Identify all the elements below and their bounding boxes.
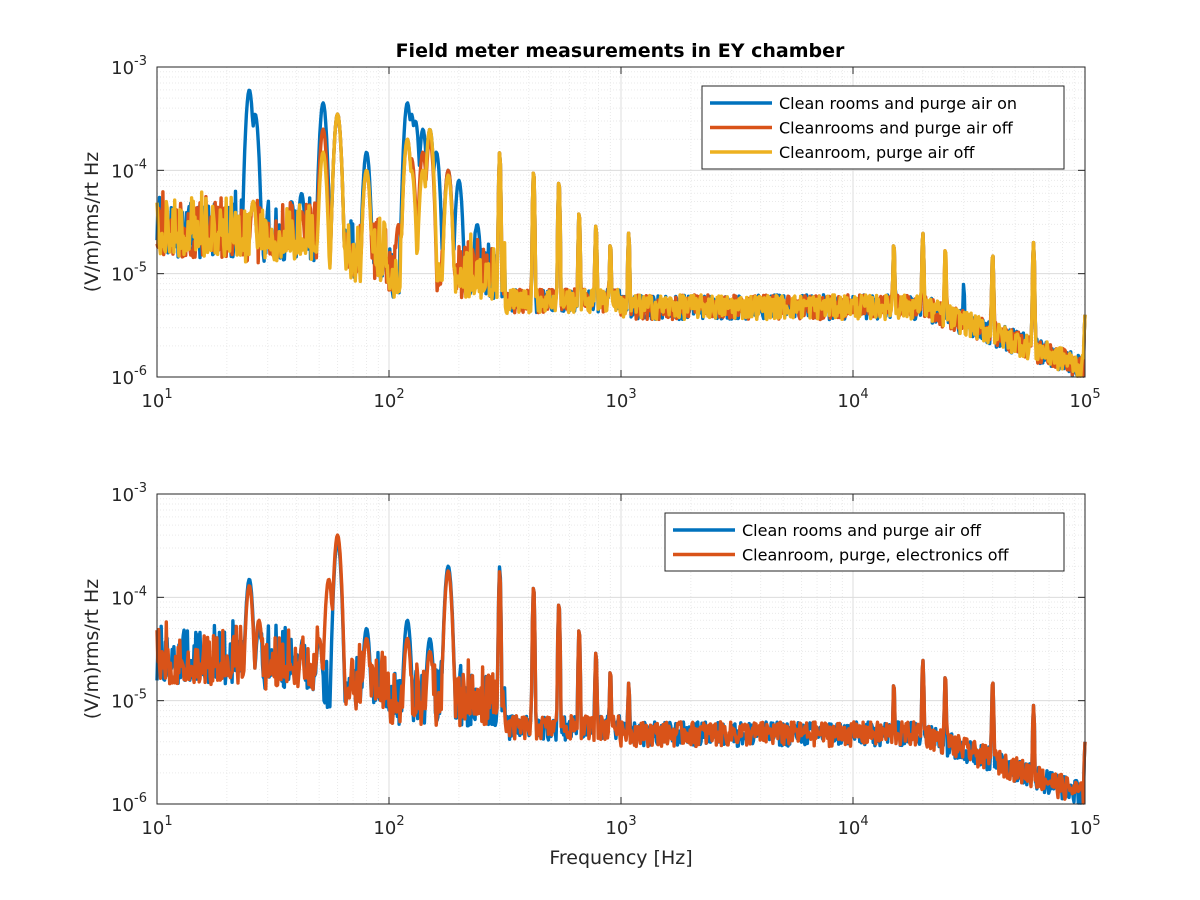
- legend: Clean rooms and purge air off Cleanroom, …: [664, 512, 1065, 572]
- y-tick-base: 10: [111, 265, 134, 286]
- x-tick-label: 103: [605, 387, 636, 412]
- y-tick-base: 10: [111, 161, 134, 182]
- x-tick-base: 10: [1069, 818, 1092, 839]
- x-tick-exponent: 4: [860, 387, 868, 402]
- y-tick-base: 10: [111, 368, 134, 389]
- legend-label: Cleanroom, purge, electronics off: [742, 546, 1010, 565]
- x-tick-label: 101: [141, 387, 172, 412]
- y-tick-base: 10: [111, 692, 134, 713]
- x-tick-base: 10: [837, 818, 860, 839]
- x-tick-base: 10: [605, 391, 628, 412]
- chart-title: Field meter measurements in EY chamber: [396, 40, 845, 62]
- y-tick-exponent: -3: [134, 481, 147, 496]
- y-tick-base: 10: [111, 795, 134, 816]
- y-tick-exponent: -4: [134, 157, 147, 172]
- y-tick-label: 10-6: [111, 364, 147, 389]
- y-tick-label: 10-4: [111, 157, 147, 182]
- legend: Clean rooms and purge air on Cleanrooms a…: [701, 85, 1065, 170]
- legend-label: Cleanroom, purge air off: [779, 143, 975, 162]
- x-tick-label: 102: [373, 387, 404, 412]
- series-line: [155, 112, 1087, 378]
- y-axis-label: (V/m)rms/rt Hz: [81, 152, 103, 293]
- y-tick-label: 10-5: [111, 261, 147, 286]
- x-tick-label: 104: [837, 814, 868, 839]
- y-tick-label: 10-3: [111, 54, 147, 79]
- x-tick-base: 10: [1069, 391, 1092, 412]
- x-tick-exponent: 5: [1092, 814, 1100, 829]
- x-tick-exponent: 1: [164, 387, 172, 402]
- y-tick-base: 10: [111, 485, 134, 506]
- x-tick-exponent: 2: [396, 814, 404, 829]
- series-line: [155, 533, 1087, 805]
- x-tick-exponent: 3: [628, 814, 636, 829]
- x-tick-exponent: 4: [860, 814, 868, 829]
- x-tick-base: 10: [837, 391, 860, 412]
- y-tick-exponent: -5: [134, 688, 147, 703]
- y-tick-base: 10: [111, 58, 134, 79]
- x-axis-label: Frequency [Hz]: [549, 847, 692, 869]
- y-tick-exponent: -5: [134, 261, 147, 276]
- legend-label: Cleanrooms and purge air off: [779, 119, 1014, 138]
- y-tick-label: 10-3: [111, 481, 147, 506]
- x-tick-label: 101: [141, 814, 172, 839]
- series-lines: [155, 88, 1087, 378]
- y-tick-base: 10: [111, 588, 134, 609]
- x-tick-label: 104: [837, 387, 868, 412]
- y-tick-exponent: -4: [134, 584, 147, 599]
- y-tick-exponent: -6: [134, 791, 147, 806]
- series-lines: [155, 533, 1087, 805]
- x-tick-label: 105: [1069, 387, 1100, 412]
- x-tick-exponent: 2: [396, 387, 404, 402]
- legend-label: Clean rooms and purge air on: [779, 94, 1017, 113]
- y-tick-exponent: -6: [134, 364, 147, 379]
- x-tick-exponent: 3: [628, 387, 636, 402]
- x-tick-base: 10: [141, 818, 164, 839]
- x-tick-base: 10: [605, 818, 628, 839]
- x-tick-base: 10: [373, 391, 396, 412]
- x-tick-exponent: 5: [1092, 387, 1100, 402]
- y-tick-label: 10-6: [111, 791, 147, 816]
- y-tick-exponent: -3: [134, 54, 147, 69]
- x-tick-base: 10: [373, 818, 396, 839]
- y-axis-label: (V/m)rms/rt Hz: [81, 579, 103, 720]
- x-tick-label: 103: [605, 814, 636, 839]
- x-tick-base: 10: [141, 391, 164, 412]
- x-tick-label: 105: [1069, 814, 1100, 839]
- y-tick-label: 10-4: [111, 584, 147, 609]
- y-tick-label: 10-5: [111, 688, 147, 713]
- x-tick-label: 102: [373, 814, 404, 839]
- legend-box: [664, 512, 1065, 572]
- x-tick-exponent: 1: [164, 814, 172, 829]
- legend-label: Clean rooms and purge air off: [742, 521, 982, 540]
